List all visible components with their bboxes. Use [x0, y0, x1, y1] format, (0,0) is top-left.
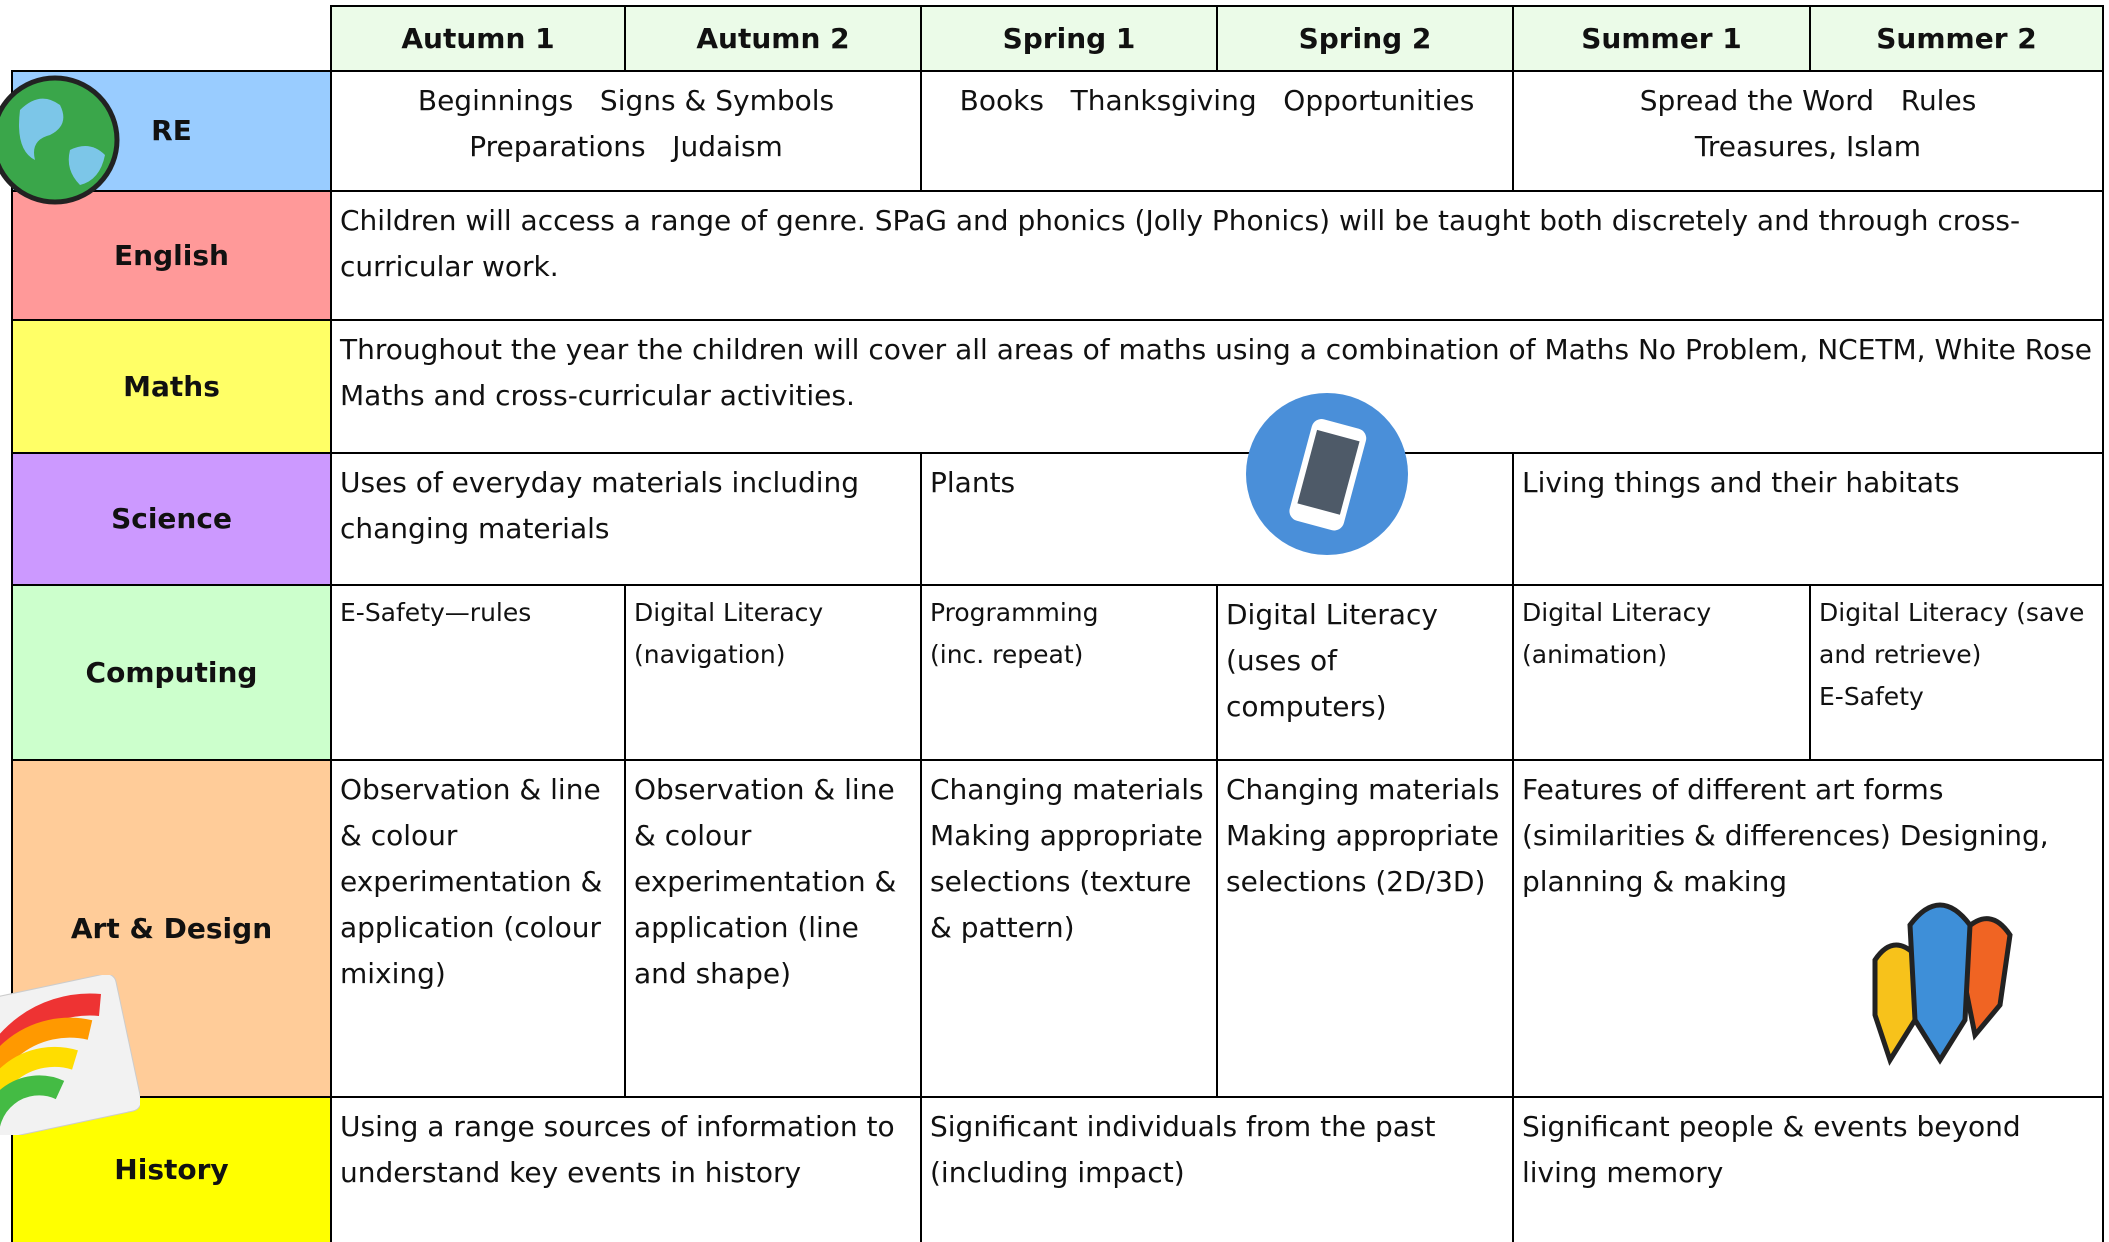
topic-cell: Changing materials Making appropriate se… — [1216, 759, 1514, 1098]
phone-icon — [1246, 393, 1408, 555]
curriculum-table: Autumn 1 Autumn 2 Spring 1 Spring 2 Summer 1… — [11, 5, 2104, 1242]
topic-text: Spread the Word Rules — [1639, 84, 1977, 117]
topic-text: (uses of computers) — [1226, 644, 1387, 723]
header-row: Autumn 1 Autumn 2 Spring 1 Spring 2 Summer 1… — [11, 5, 2104, 72]
topic-text: Digital Literacy (animation) — [1522, 598, 1712, 669]
topic-cell: Plants — [920, 452, 1514, 586]
topic-cell: Significant people & events beyond livin… — [1512, 1096, 2104, 1242]
topic-cell: Observation & line & colour experimentat… — [330, 759, 626, 1098]
topic-cell: Observation & line & colour experimentat… — [624, 759, 922, 1098]
topic-text: E-Safety — [1819, 682, 1924, 711]
subject-cell: English — [11, 190, 332, 321]
topic-text: Observation & line & colour experimentat… — [634, 773, 897, 990]
topic-text: Plants — [930, 466, 1016, 499]
topic-text: Changing materials Making appropriate se… — [1226, 773, 1500, 898]
topic-text: Living things and their habitats — [1522, 466, 1960, 499]
topic-cell: Uses of everyday materials including cha… — [330, 452, 922, 586]
topic-text: E-Safety—rules — [340, 598, 532, 627]
term-header: Summer 1 — [1512, 5, 1811, 72]
topic-cell: E-Safety—rules — [330, 584, 626, 761]
term-header: Summer 2 — [1809, 5, 2104, 72]
subject-cell: Computing — [11, 584, 332, 761]
topic-text: Throughout the year the children will co… — [340, 333, 2092, 412]
topic-text: Using a range sources of information to … — [340, 1110, 895, 1189]
topic-cell: Children will access a range of genre. S… — [330, 190, 2104, 321]
topic-cell: Beginnings Signs & Symbols Preparations J… — [330, 70, 922, 192]
topic-cell: Throughout the year the children will co… — [330, 319, 2104, 454]
topic-cell: Books Thanksgiving Opportunities — [920, 70, 1514, 192]
topic-text: Preparations Judaism — [469, 130, 783, 163]
topic-cell: Changing materials Making appropriate se… — [920, 759, 1218, 1098]
topic-cell: Programming (inc. repeat) — [920, 584, 1218, 761]
topic-cell: Living things and their habitats — [1512, 452, 2104, 586]
term-header: Spring 1 — [920, 5, 1218, 72]
subject-row: English Children will access a range of g… — [11, 190, 2104, 321]
topic-text: Uses of everyday materials including cha… — [340, 466, 860, 545]
corner-cell — [11, 5, 332, 72]
topic-cell: Digital Literacy (navigation) — [624, 584, 922, 761]
subject-cell: Maths — [11, 319, 332, 454]
subject-row: Maths Throughout the year the children wi… — [11, 319, 2104, 454]
subject-row: RE Beginnings Signs & Symbols Preparations… — [11, 70, 2104, 192]
topic-text: Digital Literacy — [1226, 598, 1438, 631]
topic-text: Features of different art forms (similar… — [1522, 773, 2049, 898]
topic-text: Children will access a range of genre. S… — [340, 204, 2021, 283]
topic-text: Significant people & events beyond livin… — [1522, 1110, 2021, 1189]
pencils-icon — [1872, 902, 2013, 1066]
term-header: Autumn 1 — [330, 5, 626, 72]
topic-text: Digital Literacy (navigation) — [634, 598, 824, 669]
subject-row: History Using a range sources of informat… — [11, 1096, 2104, 1242]
topic-text: Observation & line & colour experimentat… — [340, 773, 603, 990]
topic-text: Treasures, Islam — [1694, 130, 1922, 163]
topic-text: Books Thanksgiving Opportunities — [959, 84, 1475, 117]
topic-text: Beginnings Signs & Symbols — [417, 84, 835, 117]
topic-cell: Digital Literacy (save and retrieve) E-Sa… — [1809, 584, 2104, 761]
topic-text: Significant individuals from the past (i… — [930, 1110, 1436, 1189]
rainbow-icon — [0, 975, 140, 1135]
subject-row: Science Uses of everyday materials includ… — [11, 452, 2104, 586]
subject-cell: Science — [11, 452, 332, 586]
topic-cell: Spread the Word Rules Treasures, Islam — [1512, 70, 2104, 192]
topic-text: Digital Literacy (save and retrieve) — [1819, 598, 2085, 669]
topic-cell: Digital Literacy (animation) — [1512, 584, 1811, 761]
topic-text: Changing materials Making appropriate se… — [930, 773, 1204, 944]
term-header: Autumn 2 — [624, 5, 922, 72]
topic-cell: Digital Literacy (uses of computers) — [1216, 584, 1514, 761]
topic-text: (inc. repeat) — [930, 640, 1084, 669]
globe-icon — [0, 75, 120, 205]
subject-row: Computing E-Safety—rules Digital Literacy … — [11, 584, 2104, 761]
topic-cell: Using a range sources of information to … — [330, 1096, 922, 1242]
subject-row: Art & Design Observation & line & colour … — [11, 759, 2104, 1098]
topic-text: Programming — [930, 598, 1099, 627]
topic-cell: Significant individuals from the past (i… — [920, 1096, 1514, 1242]
term-header: Spring 2 — [1216, 5, 1514, 72]
